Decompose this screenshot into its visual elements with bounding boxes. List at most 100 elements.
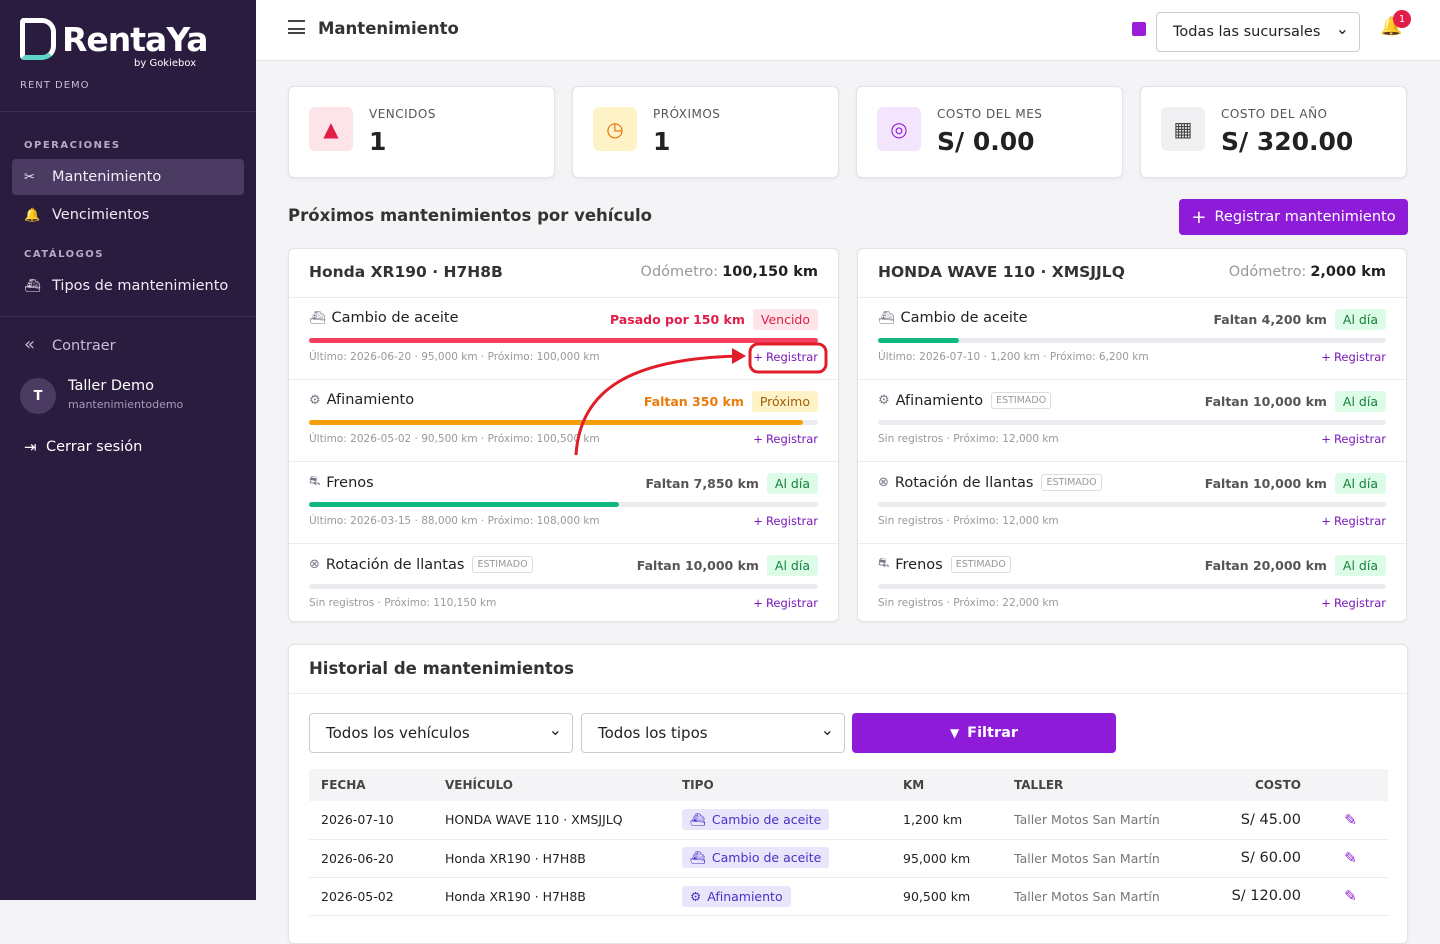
item-detail: Último: 2026-05-02 · 90,500 km · Próximo… — [309, 433, 600, 445]
stat-value: 1 — [653, 127, 671, 156]
item-name: Frenos — [326, 474, 374, 491]
brand-sub: by Gokiebox — [134, 58, 197, 69]
cell: ⛴ Cambio de aceite — [670, 839, 891, 877]
status-badge: Al día — [766, 555, 818, 576]
stat-icon: ◷ — [593, 107, 637, 151]
progress-fill — [878, 338, 960, 343]
item-name-wrap: ⛴ Cambio de aceite — [309, 310, 459, 326]
maintenance-item: ⊗ Rotación de llantas ESTIMADO Faltan 10,00… — [858, 461, 1406, 543]
nav-icon: ✂ — [24, 169, 35, 185]
item-name-wrap: ⛴ Cambio de aceite — [878, 310, 1028, 326]
vehicle-card: Honda XR190 · H7H8B Odómetro: 100,150 km ⛴ C… — [288, 248, 839, 622]
item-name: Cambio de aceite — [900, 310, 1028, 326]
brand: RentaYa — [62, 19, 208, 59]
column-header: FECHA — [321, 778, 366, 792]
status-badge: Al día — [1334, 555, 1386, 576]
estimated-tag: ESTIMADO — [991, 392, 1052, 409]
progress-track — [309, 420, 818, 425]
cell: Honda XR190 · H7H8B — [445, 888, 586, 904]
notif-badge: 1 — [1393, 10, 1411, 28]
stat-value: 1 — [369, 127, 387, 156]
sidebar: RentaYa by Gokiebox RENT DEMO OPERACIONES Ma… — [0, 0, 256, 900]
vehicle-filter[interactable]: Todos los vehículos — [309, 713, 573, 753]
item-name: Afinamiento — [326, 392, 415, 408]
history-row: 2026-06-20 Honda XR190 · H7H8B ⛴ Cambio de … — [309, 839, 1388, 877]
estimated-tag: ESTIMADO — [1041, 474, 1102, 491]
logout[interactable]: Cerrar sesión — [46, 439, 143, 455]
edit-button[interactable]: ✎ — [1344, 849, 1357, 867]
register-button[interactable]: + Registrar mantenimiento — [1179, 199, 1408, 235]
type-icon: ⛴ — [690, 811, 706, 827]
register-link[interactable]: + Registrar — [1321, 432, 1386, 446]
type-label: Cambio de aceite — [711, 850, 822, 865]
item-status: Faltan 10,000 km Al día — [1205, 391, 1386, 412]
cell: 2026-05-02 — [321, 888, 394, 904]
register-link[interactable]: + Registrar — [1321, 350, 1386, 364]
menu-button[interactable] — [288, 20, 305, 34]
item-status: Faltan 20,000 km Al día — [1205, 555, 1386, 576]
status-badge: Al día — [1334, 391, 1386, 412]
history-table: FECHA VEHÍCULO TIPO KM TALLER COSTO 2026-07-10… — [309, 769, 1388, 916]
divider — [0, 111, 256, 112]
progress-fill — [309, 502, 620, 507]
progress-fill — [309, 338, 818, 343]
cell: Honda XR190 · H7H8B — [445, 850, 586, 866]
status-badge: Vencido — [752, 309, 818, 330]
register-link-label: Registrar — [1333, 432, 1386, 446]
register-link[interactable]: + Registrar — [753, 432, 818, 446]
item-detail: Último: 2026-07-10 · 1,200 km · Próximo:… — [878, 351, 1149, 363]
nav-item[interactable]: Mantenimiento ✂ — [12, 159, 244, 195]
edit-button[interactable]: ✎ — [1344, 810, 1357, 829]
collapse[interactable]: Contraer — [52, 338, 116, 354]
odometer-label: Odómetro: — [640, 264, 719, 280]
progress-track — [309, 338, 818, 343]
item-status: Faltan 10,000 km Al día — [1205, 473, 1386, 494]
type-filter[interactable]: Todos los tipos — [581, 713, 845, 753]
register-label: Registrar mantenimiento — [1214, 209, 1396, 225]
register-link[interactable]: + Registrar — [753, 350, 818, 364]
register-link[interactable]: + Registrar — [1321, 514, 1386, 528]
cell: S/ 120.00 — [1231, 888, 1301, 904]
register-link-label: Registrar — [1333, 514, 1386, 528]
register-link-label: Registrar — [765, 596, 818, 610]
status-badge: Al día — [1334, 473, 1386, 494]
odometer-value: 2,000 km — [1310, 264, 1386, 280]
status-text: Faltan 10,000 km — [1204, 476, 1327, 491]
nav-item[interactable]: Tipos de mantenimiento ⛴ — [24, 278, 229, 294]
filter-button[interactable]: ▼ Filtrar — [852, 713, 1116, 753]
stat-icon: ▲ — [309, 107, 353, 151]
register-link[interactable]: + Registrar — [1321, 596, 1386, 610]
cell: 90,500 km — [903, 888, 971, 904]
odometer: Odómetro: 2,000 km — [1229, 264, 1386, 280]
cell: 95,000 km — [903, 850, 971, 866]
register-link[interactable]: + Registrar — [753, 514, 818, 528]
branch-select[interactable]: Todas las sucursales — [1156, 12, 1360, 52]
stat-card: ▲ VENCIDOS 1 — [288, 86, 555, 178]
stat-card: ▦ COSTO DEL AÑO S/ 320.00 — [1140, 86, 1407, 178]
history-title: Historial de mantenimientos — [309, 659, 574, 678]
stat-card: ◎ COSTO DEL MES S/ 0.00 — [856, 86, 1123, 178]
cell: Taller Motos San Martín — [1014, 812, 1160, 828]
cell: S/ 45.00 — [1240, 811, 1301, 828]
register-link-label: Registrar — [765, 514, 818, 528]
table-body: 2026-07-10 HONDA WAVE 110 · XMSJJLQ ⛴ Cambi… — [309, 801, 1388, 915]
nav-item[interactable]: Vencimientos 🔔 — [24, 207, 150, 223]
register-link[interactable]: + Registrar — [753, 596, 818, 610]
cell: ⚙ Afinamiento — [670, 877, 891, 915]
item-name-wrap: ⛐ Frenos ESTIMADO — [878, 556, 1011, 573]
cell: S/ 60.00 — [1240, 850, 1301, 866]
column-header: KM — [903, 778, 925, 792]
stat-card: ◷ PRÓXIMOS 1 — [572, 86, 839, 178]
plus-icon: + — [753, 514, 763, 528]
stat-label: COSTO DEL MES — [937, 107, 1043, 121]
progress-track — [878, 420, 1386, 425]
item-status: Faltan 350 km Próximo — [644, 391, 818, 412]
vehicle-name: Honda XR190 · H7H8B — [309, 263, 503, 281]
table-head: FECHA VEHÍCULO TIPO KM TALLER COSTO — [309, 769, 1388, 801]
stat-value: S/ 0.00 — [937, 127, 1035, 156]
logo-mark — [20, 18, 56, 60]
user-username: mantenimientodemo — [68, 398, 184, 411]
edit-button[interactable]: ✎ — [1344, 887, 1357, 905]
cell: ⛴ Cambio de aceite — [670, 801, 891, 839]
